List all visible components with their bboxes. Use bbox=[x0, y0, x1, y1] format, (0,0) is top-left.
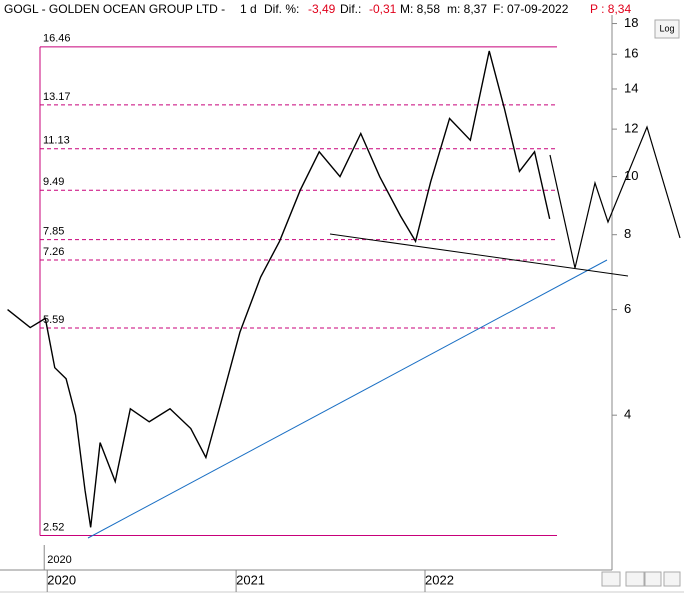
y-tick-label: 12 bbox=[624, 121, 638, 136]
y-tick-label: 18 bbox=[624, 15, 638, 30]
x-tick-label: 2021 bbox=[236, 572, 265, 587]
save-button[interactable] bbox=[625, 571, 645, 587]
x-tick-label: 2020 bbox=[47, 572, 76, 587]
level-label: 2.52 bbox=[43, 521, 64, 533]
level-label: 7.85 bbox=[43, 226, 64, 238]
price-line bbox=[7, 50, 551, 528]
y-tick-label: 6 bbox=[624, 301, 631, 316]
level-label: 5.59 bbox=[43, 314, 64, 326]
tool-button[interactable] bbox=[601, 571, 621, 587]
y-tick-label: 8 bbox=[624, 226, 631, 241]
trend-line bbox=[87, 259, 608, 539]
level-label: 11.13 bbox=[43, 135, 70, 147]
header: GOGL - GOLDEN OCEAN GROUP LTD - 1 d Dif.… bbox=[4, 2, 631, 16]
max-label: M: 8,58 bbox=[400, 2, 440, 16]
toolbar bbox=[601, 571, 681, 587]
y-tick-label: 16 bbox=[624, 46, 638, 61]
y-tick-label: 4 bbox=[624, 407, 631, 422]
log-button-label: Log bbox=[659, 23, 674, 33]
dif: -0,31 bbox=[369, 2, 397, 16]
drawings bbox=[87, 125, 681, 539]
level-label: 9.49 bbox=[43, 176, 64, 188]
y-tick-label: 10 bbox=[624, 168, 638, 183]
dif-label: Dif.: bbox=[340, 2, 361, 16]
support-line bbox=[329, 233, 629, 277]
period-label: 2020 bbox=[47, 554, 71, 566]
pin-button[interactable] bbox=[644, 571, 662, 587]
close-button[interactable] bbox=[663, 571, 681, 587]
level-label: 13.17 bbox=[43, 91, 71, 103]
price-label: P : 8,34 bbox=[590, 2, 631, 16]
level-label: 7.26 bbox=[43, 246, 64, 258]
plot: 4 6 8 10 12 14 16 18 2020 2021 2022 2020 16.46 13.17 1… bbox=[7, 15, 638, 592]
level-label: 16.46 bbox=[43, 33, 71, 45]
period: 1 d bbox=[240, 2, 257, 16]
dif-pct-label: Dif. %: bbox=[264, 2, 299, 16]
projection bbox=[549, 125, 681, 269]
y-tick-label: 14 bbox=[624, 80, 638, 95]
x-tick-label: 2022 bbox=[425, 572, 454, 587]
min-label: m: 8,37 bbox=[447, 2, 487, 16]
symbol: GOGL - GOLDEN OCEAN GROUP LTD - bbox=[4, 2, 225, 16]
dif-pct: -3,49 bbox=[308, 2, 336, 16]
log-button[interactable] bbox=[654, 19, 680, 39]
date-label: F: 07-09-2022 bbox=[493, 2, 569, 16]
